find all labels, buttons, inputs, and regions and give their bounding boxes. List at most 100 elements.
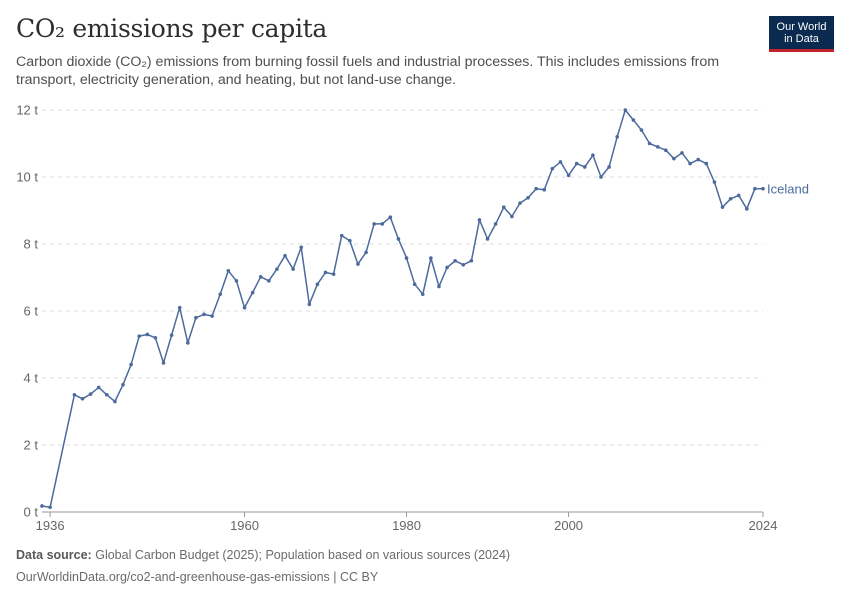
data-point: [542, 187, 547, 192]
data-point: [307, 302, 312, 307]
data-point: [550, 166, 555, 171]
logo-line-2: in Data: [784, 33, 819, 45]
data-point: [453, 258, 457, 263]
x-tick-label: 1980: [392, 518, 421, 530]
y-tick-label: 10 t: [16, 170, 38, 185]
x-tick-label: 2024: [749, 518, 778, 530]
y-tick-label: 12 t: [16, 103, 38, 118]
data-point: [518, 201, 522, 205]
data-point: [210, 314, 214, 318]
y-tick-label: 6 t: [24, 304, 39, 319]
data-point: [153, 336, 158, 340]
data-point: [582, 165, 587, 169]
data-point: [744, 207, 749, 211]
data-point: [753, 186, 757, 191]
data-point: [420, 292, 425, 297]
data-point: [591, 153, 595, 158]
data-point: [72, 392, 77, 397]
data-point: [599, 175, 603, 179]
data-point: [461, 262, 466, 267]
data-point: [339, 233, 344, 238]
chart-subtitle: Carbon dioxide (CO₂) emissions from burn…: [16, 54, 720, 88]
data-point: [477, 218, 482, 222]
data-point: [680, 151, 684, 155]
data-point: [704, 161, 709, 166]
data-point: [267, 279, 271, 283]
data-point: [275, 267, 279, 271]
data-point: [526, 195, 530, 200]
data-point: [348, 238, 352, 243]
axis-layer: 0 t 2 t 4 t 6 t 8 t 10 t 12 t 1936 1960 1980 2000 2…: [16, 103, 777, 531]
data-point: [80, 396, 85, 401]
data-point: [40, 504, 44, 508]
data-point: [623, 108, 628, 112]
chart-title: CO₂ emissions per capita: [16, 14, 328, 43]
data-point: [129, 362, 133, 367]
logo-line-1: Our World: [776, 21, 827, 33]
y-tick-label: 2 t: [24, 438, 39, 453]
data-point: [169, 333, 174, 337]
data-point: [412, 282, 417, 287]
data-point: [534, 186, 538, 191]
data-point: [315, 282, 320, 287]
data-point: [736, 193, 741, 198]
data-point: [510, 214, 514, 219]
data-point: [113, 399, 117, 404]
data-point: [558, 160, 563, 164]
data-point: [437, 284, 441, 289]
data-point: [574, 161, 579, 166]
data-point: [712, 180, 717, 184]
data-point: [639, 128, 644, 132]
data-point: [177, 305, 182, 310]
data-point: [250, 290, 255, 295]
data-point: [631, 118, 636, 122]
data-point: [96, 385, 101, 390]
owid-logo[interactable]: Our World in Data: [769, 16, 834, 52]
data-point: [331, 272, 336, 276]
series-layer[interactable]: Iceland: [40, 108, 809, 510]
data-point: [655, 145, 660, 149]
x-tick-label: 2000: [554, 518, 583, 530]
y-tick-label: 0 t: [24, 505, 39, 520]
x-tick-label: 1936: [36, 518, 65, 530]
y-tick-label: 4 t: [24, 371, 39, 386]
source-link[interactable]: OurWorldinData.org/co2-and-greenhouse-ga…: [16, 570, 379, 584]
data-source: Data source: Global Carbon Budget (2025)…: [16, 548, 510, 562]
data-point: [234, 279, 239, 283]
data-point: [88, 392, 93, 396]
y-tick-label: 8 t: [24, 237, 39, 252]
data-source-text: Global Carbon Budget (2025); Population …: [95, 548, 511, 562]
data-point: [615, 135, 619, 139]
data-point: [161, 361, 166, 365]
data-point: [493, 222, 498, 226]
series-label: Iceland: [767, 182, 809, 197]
data-point: [469, 258, 474, 263]
data-point: [356, 262, 360, 266]
data-point: [380, 222, 385, 226]
data-point: [647, 141, 652, 146]
data-point: [258, 275, 263, 279]
data-point: [202, 312, 206, 317]
data-point: [218, 292, 223, 297]
data-point: [137, 334, 142, 338]
series-line-iceland: [41, 109, 763, 509]
data-point: [145, 332, 150, 337]
data-point: [291, 267, 295, 271]
data-point: [501, 205, 506, 209]
data-point: [323, 270, 328, 275]
data-point: [48, 505, 52, 510]
data-point: [364, 250, 368, 255]
data-point: [242, 305, 247, 310]
data-point: [485, 237, 490, 241]
data-point: [445, 265, 449, 270]
data-point: [372, 222, 376, 226]
data-point: [761, 186, 765, 191]
data-point: [226, 269, 231, 273]
data-point: [396, 237, 401, 241]
data-point: [299, 245, 304, 250]
data-point: [194, 315, 198, 320]
line-chart: 0 t 2 t 4 t 6 t 8 t 10 t 12 t 1936 1960 1980 2000 2…: [16, 103, 809, 531]
data-point: [404, 256, 409, 260]
grid-layer: [42, 109, 763, 513]
data-point: [688, 161, 692, 166]
